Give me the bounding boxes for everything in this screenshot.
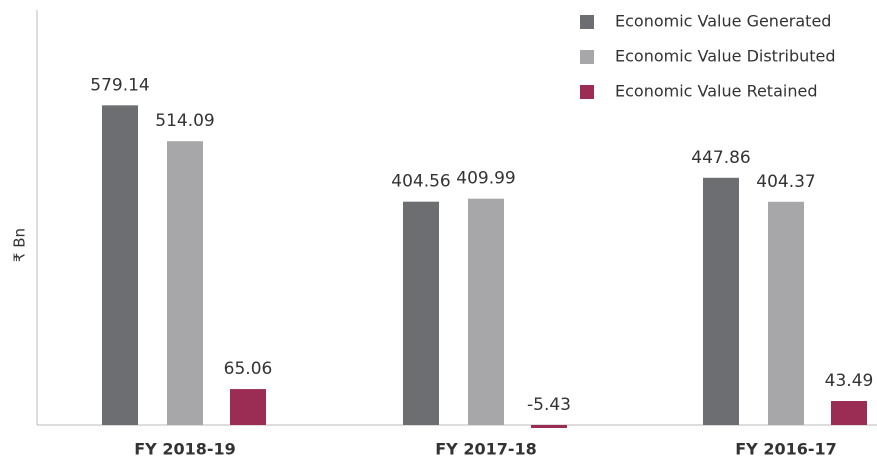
legend-label: Economic Value Distributed	[615, 47, 836, 66]
bar	[102, 105, 138, 425]
data-label: 514.09	[155, 111, 214, 131]
x-tick-label: FY 2017-18	[435, 440, 537, 459]
data-label: -5.43	[527, 395, 571, 415]
bar	[403, 201, 439, 425]
legend-swatch	[580, 15, 594, 29]
x-tick-label: FY 2018-19	[134, 440, 236, 459]
bar	[768, 201, 804, 425]
y-axis-label: ₹ Bn	[11, 228, 29, 262]
data-label: 65.06	[224, 359, 273, 379]
data-label: 404.37	[756, 172, 815, 192]
bar	[703, 177, 739, 425]
legend-label: Economic Value Generated	[615, 12, 831, 31]
bar	[468, 198, 504, 425]
data-label: 447.86	[691, 148, 750, 168]
data-label: 579.14	[90, 75, 149, 95]
data-label: 409.99	[456, 169, 515, 189]
bar	[167, 141, 203, 425]
data-label: 43.49	[825, 371, 874, 391]
x-tick-label: FY 2016-17	[735, 440, 837, 459]
legend-label: Economic Value Retained	[615, 82, 817, 101]
data-label: 404.56	[391, 172, 450, 192]
legend-swatch	[580, 50, 594, 64]
bar	[230, 389, 266, 425]
legend-swatch	[580, 85, 594, 99]
bar	[831, 400, 867, 425]
bar	[531, 425, 567, 428]
